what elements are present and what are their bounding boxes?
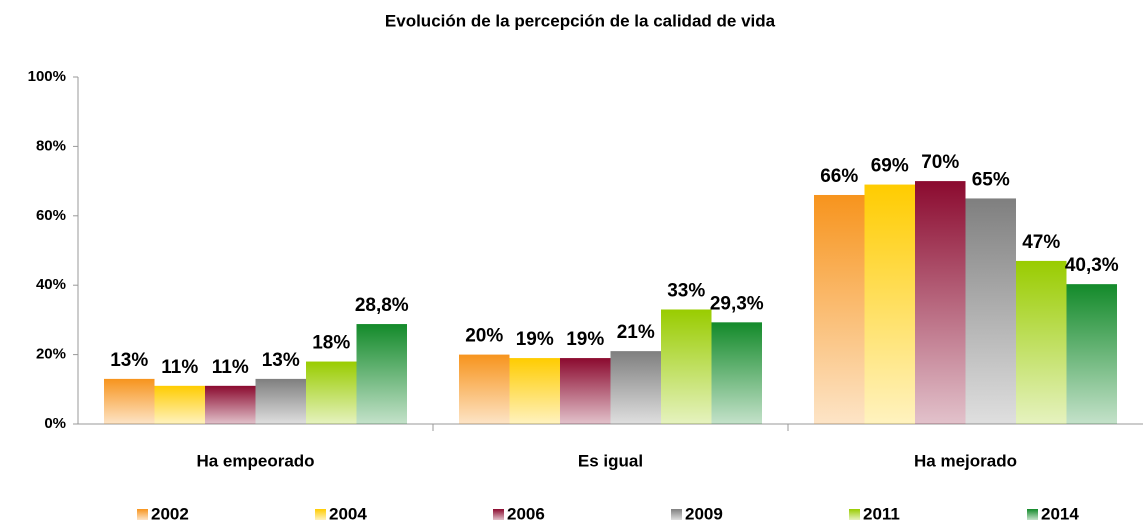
bar xyxy=(711,322,762,424)
data-label: 65% xyxy=(972,169,1010,190)
data-label: 21% xyxy=(617,322,655,343)
data-label: 66% xyxy=(820,166,858,187)
bar xyxy=(864,184,915,424)
y-tick-label: 80% xyxy=(36,137,66,154)
data-label: 69% xyxy=(871,156,909,177)
x-tick-label: Ha mejorado xyxy=(914,451,1017,470)
data-label: 70% xyxy=(921,152,959,173)
bar xyxy=(560,358,611,424)
bar xyxy=(509,358,560,424)
legend-swatch xyxy=(137,509,148,520)
bar xyxy=(1066,284,1117,424)
data-label: 13% xyxy=(110,350,148,371)
bar xyxy=(104,378,155,424)
legend-swatch xyxy=(315,509,326,520)
data-label: 20% xyxy=(465,326,503,347)
data-label: 19% xyxy=(516,329,554,350)
legend-label: 2004 xyxy=(329,504,367,523)
bar xyxy=(1016,260,1067,424)
chart-title: Evolución de la percepción de la calidad… xyxy=(385,11,776,30)
data-label: 11% xyxy=(161,357,198,378)
data-label: 28,8% xyxy=(355,295,409,316)
y-tick-label: 100% xyxy=(28,68,66,85)
legend-swatch xyxy=(671,509,682,520)
bar xyxy=(459,354,510,424)
y-tick-label: 0% xyxy=(44,415,66,432)
legend-swatch xyxy=(493,509,504,520)
data-label: 40,3% xyxy=(1065,255,1119,276)
legend-label: 2014 xyxy=(1041,504,1079,523)
data-label: 13% xyxy=(262,350,300,371)
bar xyxy=(814,194,865,424)
data-label: 18% xyxy=(312,333,350,354)
x-tick-label: Ha empeorado xyxy=(196,451,314,470)
bar xyxy=(965,198,1016,424)
legend-label: 2006 xyxy=(507,504,545,523)
bar xyxy=(306,361,357,424)
data-label: 19% xyxy=(566,329,604,350)
legend-label: 2009 xyxy=(685,504,723,523)
y-tick-label: 20% xyxy=(36,346,66,363)
bar xyxy=(661,309,712,424)
bar xyxy=(205,385,256,424)
y-tick-label: 60% xyxy=(36,207,66,224)
bar xyxy=(255,378,306,424)
legend-label: 2011 xyxy=(863,504,900,523)
data-label: 33% xyxy=(667,281,705,302)
y-tick-label: 40% xyxy=(36,276,66,293)
x-tick-label: Es igual xyxy=(578,451,643,470)
bar xyxy=(356,324,407,424)
legend-label: 2002 xyxy=(151,504,189,523)
data-label: 11% xyxy=(212,357,249,378)
bar xyxy=(610,351,661,424)
data-label: 47% xyxy=(1022,232,1060,253)
bar xyxy=(154,385,205,424)
legend-swatch xyxy=(849,509,860,520)
bar xyxy=(915,181,966,424)
data-label: 29,3% xyxy=(710,293,764,314)
legend-swatch xyxy=(1027,509,1038,520)
